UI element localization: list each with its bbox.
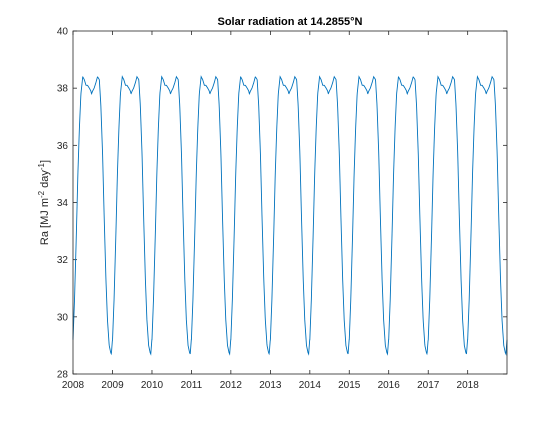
chart-title: Solar radiation at 14.2855°N	[217, 16, 362, 28]
x-tick-label: 2011	[181, 380, 203, 391]
x-tick-label: 2012	[220, 380, 243, 391]
x-tick-label: 2013	[259, 380, 282, 391]
plot-area	[73, 31, 507, 374]
y-axis-label-exp2: -1	[37, 162, 46, 170]
x-tick-label: 2014	[299, 380, 322, 391]
y-tick-label: 36	[57, 141, 69, 152]
y-tick-label: 32	[57, 255, 69, 266]
x-tick-label: 2018	[457, 380, 480, 391]
x-tick-label: 2017	[417, 380, 440, 391]
y-tick-label: 40	[57, 27, 69, 38]
y-axis-label-prefix: Ra [MJ m	[39, 198, 51, 245]
y-axis-label: Ra [MJ m-2 day-1]	[37, 160, 51, 245]
x-axis: 2008 2009 2010 2011 2012 2013 2014 2015 2016 2017…	[62, 31, 479, 391]
y-axis-label-suffix: ]	[39, 160, 51, 163]
series-line	[72, 75, 508, 356]
y-tick-label: 28	[57, 370, 69, 381]
y-axis-label-mid: day	[39, 170, 51, 191]
x-tick-label: 2009	[101, 380, 124, 391]
x-tick-label: 2008	[62, 380, 85, 391]
y-tick-label: 38	[57, 84, 69, 95]
y-axis-label-exp1: -2	[37, 190, 46, 198]
y-tick-label: 34	[57, 198, 69, 209]
x-tick-label: 2016	[378, 380, 401, 391]
x-tick-label: 2015	[338, 380, 361, 391]
y-axis: 28 30 32 34 36 38 40	[57, 27, 507, 381]
x-tick-label: 2010	[141, 380, 164, 391]
plot-box	[72, 30, 508, 375]
y-tick-label: 30	[57, 312, 69, 323]
